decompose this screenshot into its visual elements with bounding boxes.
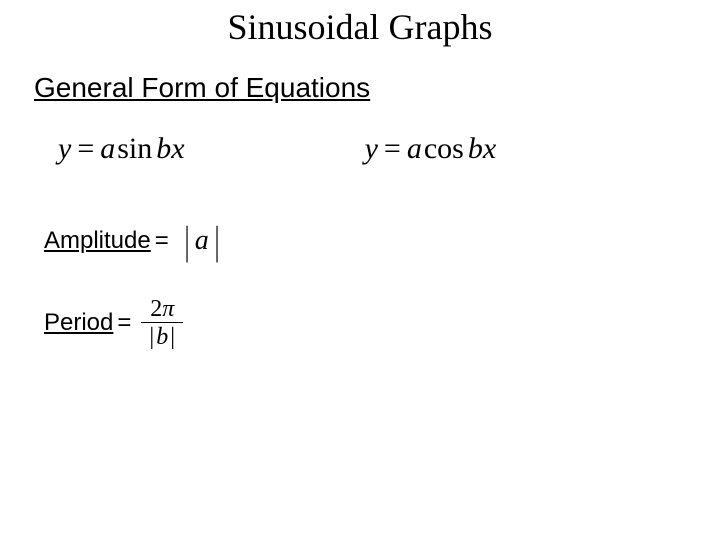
slide: Sinusoidal Graphs General Form of Equati… xyxy=(0,0,720,540)
abs-bar-left: | xyxy=(147,324,156,350)
var-y: y xyxy=(58,132,71,165)
amplitude-value: |a| xyxy=(173,226,225,256)
subtitle: General Form of Equations xyxy=(34,72,720,104)
abs-bar-left: | xyxy=(182,226,192,256)
equals: = xyxy=(378,132,407,165)
amplitude-label: Amplitude xyxy=(44,227,151,255)
equation-row: y=asinbx y=acosbx xyxy=(58,132,720,166)
var-bx: bx xyxy=(468,132,496,165)
equals: = xyxy=(71,132,100,165)
fraction-numerator: 2π xyxy=(144,296,180,322)
equation-cos: y=acosbx xyxy=(365,132,497,166)
var-y: y xyxy=(365,132,378,165)
var-a: a xyxy=(407,132,422,165)
period-row: Period = 2π |b| xyxy=(44,296,720,351)
var-bx: bx xyxy=(156,132,184,165)
var-a: a xyxy=(100,132,115,165)
var-a: a xyxy=(195,227,209,255)
var-b: b xyxy=(156,324,168,350)
abs-bar-right: | xyxy=(168,324,177,350)
fraction-denominator: |b| xyxy=(141,322,183,350)
equals: = xyxy=(151,227,173,255)
equals: = xyxy=(113,309,135,337)
fn-sin: sin xyxy=(115,132,156,165)
amplitude-row: Amplitude = |a| xyxy=(44,226,720,256)
period-label: Period xyxy=(44,309,113,337)
page-title: Sinusoidal Graphs xyxy=(0,0,720,48)
fn-cos: cos xyxy=(422,132,468,165)
abs-bar-right: | xyxy=(212,226,222,256)
num-two: 2 xyxy=(150,296,162,322)
num-pi: π xyxy=(162,296,174,322)
equation-sin: y=asinbx xyxy=(58,132,185,166)
period-fraction: 2π |b| xyxy=(141,296,183,351)
